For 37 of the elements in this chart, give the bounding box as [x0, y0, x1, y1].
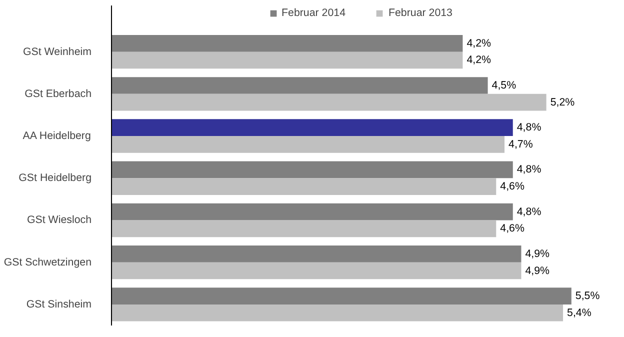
data-label: 4,8% — [516, 206, 542, 218]
bar — [112, 52, 463, 69]
bar — [112, 262, 522, 280]
bar — [112, 288, 572, 304]
bar — [112, 220, 496, 238]
data-label: 4,6% — [500, 180, 525, 193]
legend-label: Februar 2013 — [388, 7, 452, 19]
y-tick-label: GSt Wiesloch — [26, 214, 92, 226]
y-tick-label: AA Heidelberg — [22, 130, 91, 142]
y-tick-label: GSt Eberbach — [24, 88, 92, 100]
bar — [112, 34, 463, 52]
data-label: 4,6% — [500, 222, 525, 235]
y-tick-label: GSt Sinsheim — [26, 298, 92, 310]
data-label: 4,9% — [525, 248, 550, 260]
data-label: 4,8% — [516, 122, 542, 134]
bar — [112, 178, 496, 195]
bar — [112, 136, 505, 153]
data-label: 4,5% — [492, 80, 517, 92]
y-tick-label: GSt Schwetzingen — [4, 256, 92, 268]
data-label: 4,2% — [466, 37, 492, 50]
bar — [112, 94, 546, 111]
y-tick-label: GSt Weinheim — [23, 46, 92, 58]
bar — [112, 246, 522, 262]
data-label: 5,5% — [575, 290, 600, 302]
data-label: 4,9% — [525, 264, 550, 277]
legend-label: Februar 2014 — [282, 7, 346, 19]
bar — [112, 161, 513, 178]
bar — [112, 119, 513, 136]
y-tick-label: GSt Heidelberg — [18, 172, 92, 184]
bar — [112, 203, 513, 220]
data-label: 4,7% — [508, 138, 534, 150]
data-label: 4,8% — [516, 164, 542, 176]
data-label: 5,4% — [567, 306, 592, 319]
bar — [112, 304, 564, 322]
bar — [112, 77, 488, 94]
data-label: 5,2% — [550, 96, 576, 108]
data-label: 4,2% — [466, 54, 492, 66]
